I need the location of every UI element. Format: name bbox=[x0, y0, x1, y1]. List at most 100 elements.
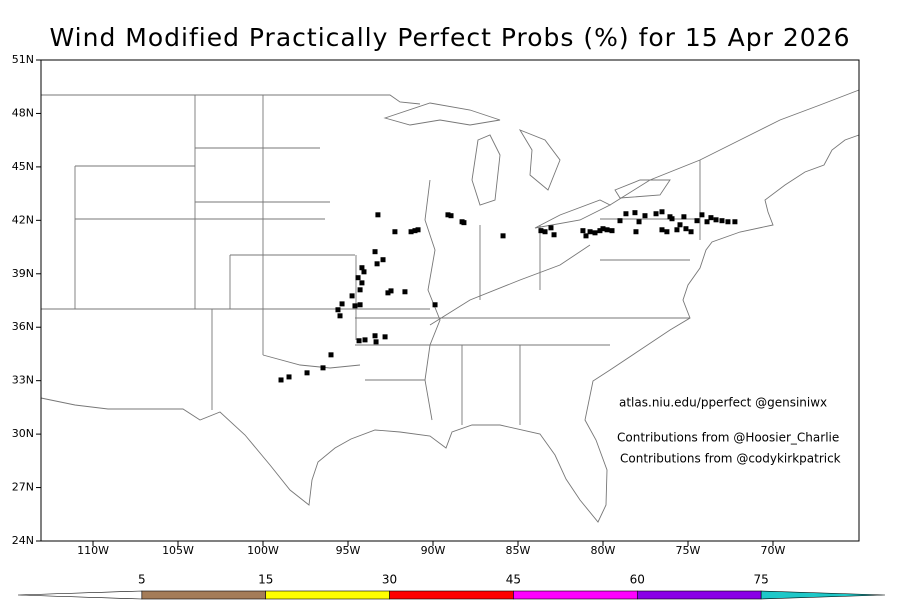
report-point bbox=[732, 219, 738, 225]
report-point bbox=[580, 228, 586, 234]
report-point bbox=[551, 232, 557, 238]
report-point bbox=[617, 218, 623, 224]
y-tick-label: 24N bbox=[12, 534, 34, 547]
y-tick-label: 45N bbox=[12, 160, 34, 173]
report-point bbox=[592, 230, 598, 236]
report-point bbox=[304, 370, 310, 376]
colorbar-segment bbox=[636, 590, 762, 600]
colorbar-label: 75 bbox=[754, 573, 769, 587]
x-tick-label: 95W bbox=[336, 544, 361, 557]
report-point bbox=[328, 352, 334, 358]
colorbar-label: 5 bbox=[138, 573, 146, 587]
report-point bbox=[380, 257, 386, 263]
report-point bbox=[623, 211, 629, 217]
colorbar-segment bbox=[141, 590, 267, 600]
report-point bbox=[402, 289, 408, 295]
report-point bbox=[694, 218, 700, 224]
report-point bbox=[583, 233, 589, 239]
report-point bbox=[375, 212, 381, 218]
y-tick-label: 42N bbox=[12, 213, 34, 226]
report-point bbox=[339, 301, 345, 307]
report-point bbox=[286, 374, 292, 380]
y-tick-label: 27N bbox=[12, 481, 34, 494]
x-tick-label: 80W bbox=[591, 544, 616, 557]
base-map bbox=[40, 89, 860, 523]
report-point bbox=[388, 288, 394, 294]
x-tick-label: 75W bbox=[676, 544, 701, 557]
colorbar-label: 30 bbox=[382, 573, 397, 587]
annotation: Contributions from @Hoosier_Charlie bbox=[617, 431, 839, 445]
report-point bbox=[372, 249, 378, 255]
colorbar-segment bbox=[265, 590, 390, 600]
x-tick-label: 85W bbox=[506, 544, 531, 557]
report-point bbox=[357, 302, 363, 308]
plot-frame bbox=[40, 59, 860, 542]
report-point bbox=[385, 290, 391, 296]
report-point bbox=[713, 217, 719, 223]
report-point bbox=[725, 219, 731, 225]
report-point bbox=[361, 269, 367, 275]
report-point bbox=[704, 219, 710, 225]
x-tick-label: 90W bbox=[421, 544, 446, 557]
colorbar-segment bbox=[760, 590, 886, 600]
colorbar-label: 15 bbox=[258, 573, 273, 587]
report-point bbox=[337, 313, 343, 319]
report-point bbox=[653, 211, 659, 217]
report-point bbox=[688, 229, 694, 235]
report-point bbox=[659, 209, 665, 215]
report-point bbox=[708, 215, 714, 221]
report-point bbox=[392, 229, 398, 235]
report-point bbox=[359, 265, 365, 271]
report-point bbox=[356, 338, 362, 344]
report-point bbox=[355, 275, 361, 281]
report-point bbox=[500, 233, 506, 239]
report-point bbox=[357, 287, 363, 293]
report-point bbox=[681, 214, 687, 220]
x-tick-label: 105W bbox=[162, 544, 194, 557]
report-point bbox=[352, 303, 358, 309]
y-tick-label: 33N bbox=[12, 374, 34, 387]
report-point bbox=[633, 229, 639, 235]
report-point bbox=[408, 229, 414, 235]
report-point bbox=[600, 226, 606, 232]
report-point bbox=[674, 227, 680, 233]
report-point bbox=[349, 293, 355, 299]
report-point bbox=[538, 228, 544, 234]
report-point bbox=[548, 225, 554, 231]
y-tick-label: 36N bbox=[12, 320, 34, 333]
report-point bbox=[604, 227, 610, 233]
report-point bbox=[373, 339, 379, 345]
y-tick-label: 48N bbox=[12, 106, 34, 119]
colorbar-label: 45 bbox=[506, 573, 521, 587]
report-point bbox=[542, 229, 548, 235]
report-point bbox=[597, 228, 603, 234]
annotation: atlas.niu.edu/pperfect @gensiniwx bbox=[619, 396, 827, 410]
report-point bbox=[432, 302, 438, 308]
report-point bbox=[632, 210, 638, 216]
report-point bbox=[699, 212, 705, 218]
report-point bbox=[278, 377, 284, 383]
report-point bbox=[642, 213, 648, 219]
report-point bbox=[587, 229, 593, 235]
report-point bbox=[382, 334, 388, 340]
report-point bbox=[683, 226, 689, 232]
chart-title: Wind Modified Practically Perfect Probs … bbox=[50, 23, 851, 52]
report-point bbox=[609, 228, 615, 234]
y-tick-label: 30N bbox=[12, 427, 34, 440]
colorbar-segment bbox=[389, 590, 514, 600]
report-point bbox=[359, 280, 365, 286]
annotation: Contributions from @codykirkpatrick bbox=[620, 452, 841, 466]
report-point bbox=[636, 219, 642, 225]
report-point bbox=[659, 227, 665, 233]
report-point bbox=[362, 337, 368, 343]
colorbar-label: 60 bbox=[630, 573, 645, 587]
report-point bbox=[448, 213, 454, 219]
x-tick-label: 110W bbox=[77, 544, 109, 557]
y-tick-label: 39N bbox=[12, 267, 34, 280]
report-point bbox=[374, 261, 380, 267]
y-tick-label: 51N bbox=[12, 53, 34, 66]
report-point bbox=[461, 220, 467, 226]
x-tick-label: 100W bbox=[247, 544, 279, 557]
